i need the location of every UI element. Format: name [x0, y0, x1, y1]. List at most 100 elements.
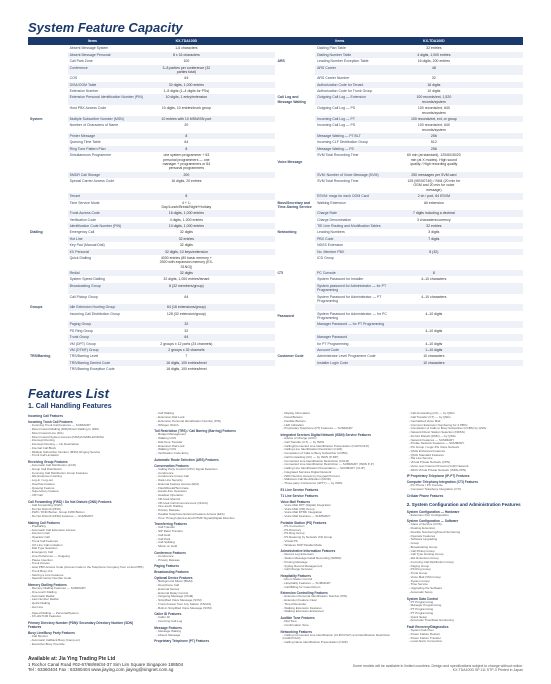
capacity-row: Quick Dialling4000 entries (80 basic mem…	[28, 255, 523, 270]
feature-item: ISDN Virtual Private Network (ISDN-VPN)	[409, 469, 523, 473]
row-value-left-2	[216, 178, 275, 193]
feature-item-list: Budget ManagementWalking COSDial Tone Tr…	[154, 433, 270, 456]
row-value-left-1: 8 (32 members/group)	[157, 283, 216, 294]
feature-item: VIP Call	[30, 494, 144, 498]
features-subtitle-1: 1. Call Handling Features	[28, 403, 523, 410]
feature-item-list: Background Music (BGM)Doorphone CallExte…	[154, 580, 270, 610]
capacity-row: Call Pickup Group64System Password for A…	[28, 294, 523, 305]
feature-item: Calling Name Identification Presentation…	[283, 641, 397, 645]
features-title: Features List	[28, 386, 523, 401]
capacity-row: Broadcasting Group8 (32 members/group)Sy…	[28, 283, 523, 294]
feature-item: Voice Mail Features — SUMMARY	[283, 515, 397, 519]
feature-item-list: Calling Party Control (CPC) Signal Detec…	[154, 468, 270, 521]
feature-item-list: Advice of Charge (AOC)Call Transfer (CT)…	[281, 437, 397, 486]
feature-item: Built-in Simplified Voice Message (SVM)	[156, 607, 270, 611]
feature-item: Extension Port Configuration	[409, 514, 523, 518]
row-value-left-1: 4000 entries (80 basic memory + 3920 wit…	[157, 255, 216, 270]
row-value-left-2	[216, 294, 275, 305]
row-value-right-2	[464, 152, 523, 172]
feature-item: Whisper OHCA	[156, 424, 270, 428]
feature-group-heading: IP Proprietary Telephone (IP-PT) Feature…	[407, 474, 523, 478]
capacity-header-row: Items KX-TDA100D Items KX-TDA100D	[28, 37, 523, 45]
feature-item: Privacy Release	[156, 559, 270, 563]
row-group-right: Voice Message	[275, 152, 315, 172]
row-feature-left: Incoming Call Distribution Group	[68, 311, 157, 322]
feature-item: Call Charge Services	[283, 568, 397, 572]
feature-group-heading: Paging Features	[154, 564, 270, 568]
row-feature-left: Simultaneous Programmer	[68, 152, 157, 172]
row-value-right-1: 4–10 characters	[404, 294, 463, 305]
capacity-row: Extension Personal Identification Number…	[28, 94, 523, 105]
page: System Feature Capacity Items KX-TDA100D…	[0, 0, 551, 684]
feature-item: Do Not Disturb (DND) Features — SUMMARY	[30, 515, 144, 519]
feature-item: Automatic Setup	[409, 591, 523, 595]
feature-item: Tone Through (End-to-End DTMF Signal)/Di…	[156, 517, 270, 521]
row-group-right: Password	[275, 311, 315, 322]
row-group-right	[275, 294, 315, 305]
feature-item-list: Call Forwarding (FWD)Do Not Disturb (DND…	[28, 504, 144, 519]
feature-item-list: PT ProgrammingManager ProgrammingPT Prog…	[407, 601, 523, 624]
row-feature-right: System Password for Administrator — PT P…	[315, 294, 404, 305]
row-group-left	[28, 200, 68, 211]
feature-item: Special Carrier Number Code	[30, 577, 144, 581]
row-feature-right: System Password for Administrator — for …	[315, 311, 404, 322]
feature-group-heading: Proprietary Telephone (PT) Features	[154, 639, 270, 643]
feature-item-list: Memory Dialling Features — SUMMARYOne-to…	[28, 587, 144, 610]
row-value-right-2	[464, 94, 523, 105]
row-group-left	[28, 311, 68, 322]
feature-item-list: Voice Mail DPT (Digital) IntegrationVoic…	[281, 504, 397, 519]
row-value-right-1: All extension	[404, 200, 463, 211]
row-value-right-2	[464, 65, 523, 76]
feature-item-list: Extension Port Configuration	[407, 514, 523, 518]
row-value-left-2	[216, 255, 275, 270]
feature-item-list: Record Log ExtensionStation Message Deta…	[281, 553, 397, 572]
row-value-left-1: 16 digits, 100 entries/level	[157, 366, 216, 372]
row-group-right	[275, 105, 315, 116]
feature-item-list: Message WaitingAbsent Message	[154, 630, 270, 638]
footer-notes: Some models will be available in limited…	[353, 664, 523, 672]
row-group-right	[275, 122, 315, 133]
row-value-right-1: 60 min (at standard), 120/60/30/20 min (…	[404, 152, 463, 172]
features-list: Features List 1. Call Handling Features …	[28, 386, 523, 646]
row-group-left	[28, 65, 68, 76]
feature-group-heading: T1 Line Service Features	[281, 494, 397, 498]
row-group-right	[275, 255, 315, 270]
row-group-right	[275, 283, 315, 294]
row-value-right-1	[404, 366, 463, 372]
row-group-right: Call Log and Message Waiting	[275, 94, 315, 105]
row-value-right-2	[464, 200, 523, 211]
feature-item-list: System Fail-OverPower Failure RestartPow…	[407, 629, 523, 644]
row-value-left-2	[216, 94, 275, 105]
row-feature-left: Time Service Mode	[68, 200, 157, 211]
row-group-left	[28, 122, 68, 133]
feature-item: Calling Connected Line Identification (C…	[283, 634, 397, 642]
row-feature-left: Call Pickup Group	[68, 294, 157, 305]
feature-item-list: Class of Service (COS)Floating Extension…	[407, 523, 523, 594]
feature-item: Confirmation Tone	[283, 624, 397, 628]
row-value-left-2	[216, 283, 275, 294]
feature-item: Trunk Call Limitation	[30, 454, 144, 458]
row-value-right-1	[404, 255, 463, 270]
feature-item-list: ConferencePrivacy Release	[154, 555, 270, 563]
feature-item: Computer Telephony Integration (CTI)	[409, 488, 523, 492]
row-group-left	[28, 94, 68, 105]
feature-item: Call Billing for Guest Room	[283, 586, 397, 590]
row-value-right-2	[464, 294, 523, 305]
feature-group-heading: Cellular Phone Features	[407, 494, 523, 498]
row-value-left-1: 3–8 parties per conference (32 parties t…	[157, 65, 216, 76]
row-value-left-2	[216, 105, 275, 116]
feature-item-list: Room Status ControlHospitality Features …	[281, 578, 397, 589]
feature-item: Wireless XDP Parallel Mode	[283, 544, 397, 548]
row-value-left-1: 16 digits, 20 entries	[157, 178, 216, 193]
feature-item: Walking Extension-Enhanced	[283, 610, 397, 614]
capacity-row: Time Service Mode4 + 1: Day/Lunch/Break/…	[28, 200, 523, 211]
feature-item-list: PS ConnectionPS DirectoryPS Ring GroupPS…	[281, 525, 397, 548]
row-value-right-2	[464, 283, 523, 294]
row-value-right-2	[464, 311, 523, 322]
row-group-right	[275, 178, 315, 193]
capacity-title: System Feature Capacity	[28, 20, 523, 35]
row-group-left	[28, 283, 68, 294]
row-group-left	[28, 255, 68, 270]
row-value-right-1: 100 records/ext, 640 records/system	[404, 122, 463, 133]
feature-item: Verification Code Entry	[156, 452, 270, 456]
